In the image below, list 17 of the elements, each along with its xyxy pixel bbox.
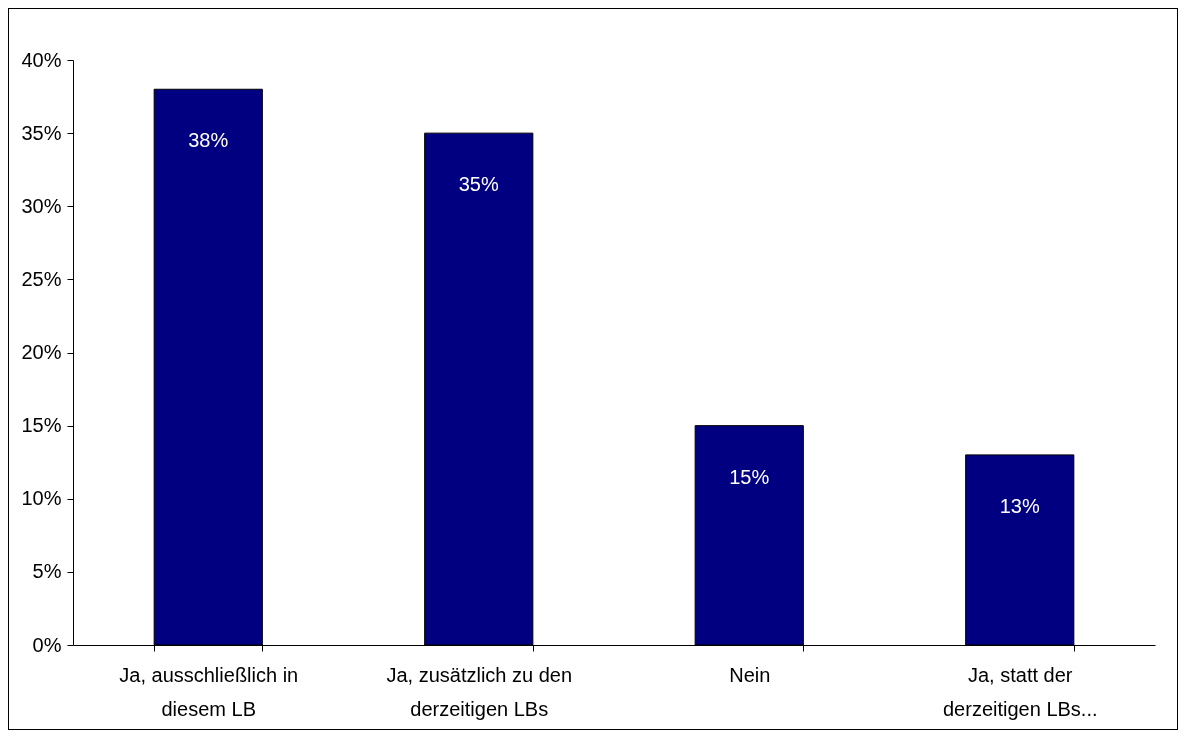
data-label: 15% <box>729 465 770 488</box>
x-tick-label: Ja, zusätzlich zu den derzeitigen LBs <box>386 663 573 720</box>
x-tick-label: Ja, statt der derzeitigen LBs... <box>942 663 1098 720</box>
y-tick-label: 15% <box>21 414 62 437</box>
x-tick-label: Ja, ausschließlich in diesem LB <box>119 663 299 720</box>
y-tick-label: 25% <box>21 267 62 290</box>
data-label: 38% <box>188 129 229 152</box>
y-tick-label: 10% <box>21 487 62 510</box>
y-tick-label: 30% <box>21 194 62 217</box>
y-tick-label: 0% <box>32 633 62 656</box>
y-tick-label: 20% <box>21 341 62 363</box>
y-tick-label: 40% <box>21 48 62 71</box>
y-tick-label: 35% <box>21 121 62 144</box>
x-tick-label: Nein <box>729 663 771 686</box>
y-tick-label: 5% <box>32 560 62 583</box>
data-label: 35% <box>458 173 499 196</box>
data-label: 13% <box>999 494 1040 517</box>
